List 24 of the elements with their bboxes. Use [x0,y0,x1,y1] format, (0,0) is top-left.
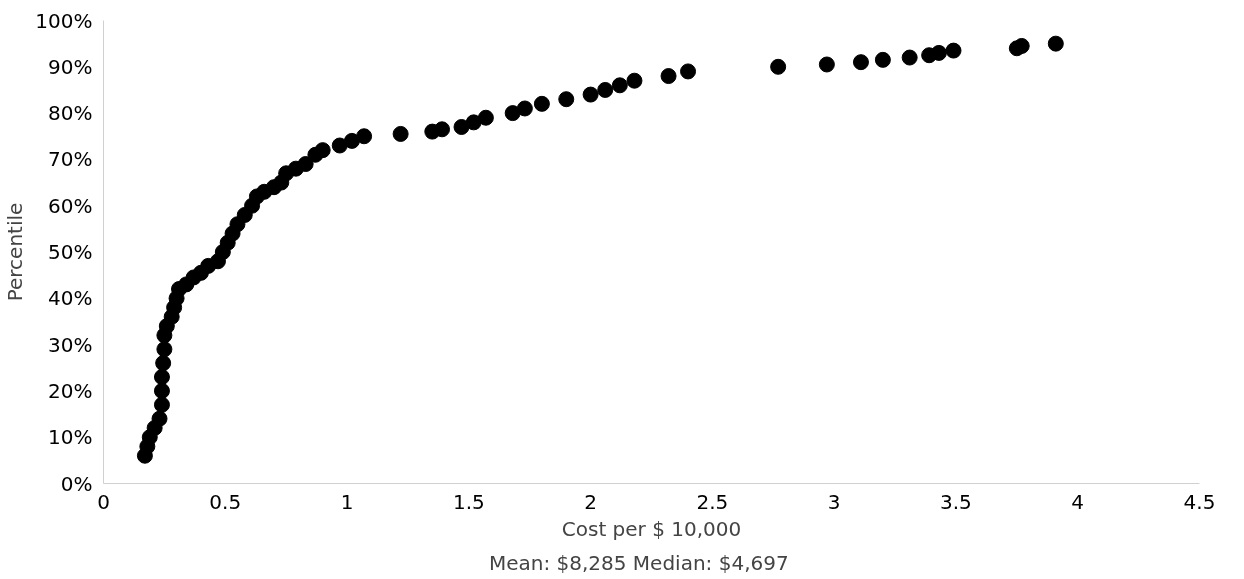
y-tick-label: 60% [48,193,93,218]
x-tick-label: 0 [97,489,110,514]
x-tick-label: 0.5 [209,489,242,514]
y-axis-title: Percentile [3,202,28,302]
y-tick-label: 70% [48,147,93,172]
y-tick-label: 30% [48,332,93,357]
y-tick-label: 20% [48,378,93,403]
x-tick-label: 3.5 [940,489,972,514]
x-tick-label: 2 [584,489,597,514]
x-tick-label: 3 [827,489,841,514]
x-tick-label: 4.5 [1183,489,1216,514]
y-tick-label: 50% [48,240,93,264]
y-tick-label: 40% [48,286,93,311]
text: Mean: $8,285 Median: $4,697 [488,550,789,575]
x-tick-label: 2.5 [696,489,729,514]
y-tick-label: 0% [60,471,93,496]
x-axis-title: Cost per $ 10,000 [561,516,742,541]
x-tick-label: 1 [340,489,354,514]
y-tick-label: 10% [48,425,93,450]
y-tick-label: 100% [35,8,93,33]
y-tick-label: 90% [48,54,93,79]
x-tick-label: 4 [1071,489,1085,514]
y-tick-label: 80% [48,101,93,126]
x-tick-label: 1.5 [452,489,485,514]
